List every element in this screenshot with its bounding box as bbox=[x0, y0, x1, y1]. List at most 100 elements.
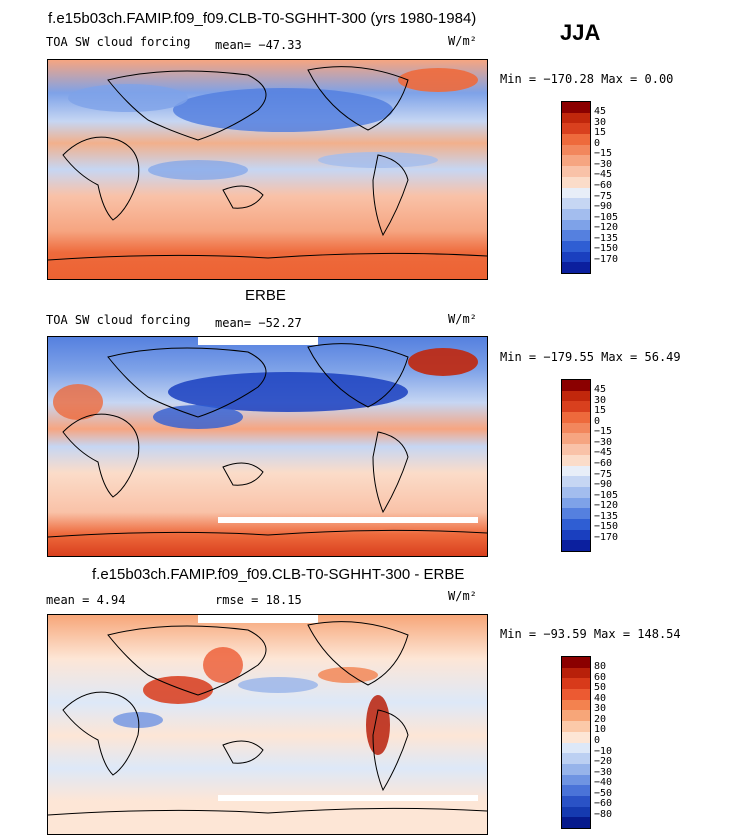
figure-title: f.e15b03ch.FAMIP.f09_f09.CLB-T0-SGHHT-30… bbox=[48, 10, 477, 27]
south-america-coast bbox=[372, 709, 409, 792]
south-america-coast bbox=[372, 431, 409, 514]
australia-coast bbox=[222, 185, 264, 209]
north-pacific-cloud bbox=[168, 372, 408, 412]
antarctica-coast bbox=[48, 807, 487, 816]
panel-subtitle: f.e15b03ch.FAMIP.f09_f09.CLB-T0-SGHHT-30… bbox=[92, 566, 465, 583]
panel-units: W/m² bbox=[448, 589, 477, 603]
north-america-coast bbox=[307, 66, 409, 131]
colorbar-swatch bbox=[562, 187, 590, 199]
map-difference bbox=[47, 614, 488, 835]
colorbar-difference bbox=[561, 656, 591, 829]
colorbar-swatch bbox=[562, 262, 590, 273]
colorbar-tick-label: −170 bbox=[594, 531, 619, 543]
colorbar-swatch bbox=[562, 529, 590, 541]
colorbar-swatch bbox=[562, 710, 590, 722]
northeast-pacific-bias bbox=[318, 667, 378, 683]
colorbar-tick-label: −10 bbox=[594, 745, 613, 757]
eurasia-coast bbox=[107, 347, 267, 418]
colorbar-swatch bbox=[562, 112, 590, 124]
colorbar-swatch bbox=[562, 155, 590, 167]
colorbar-swatch bbox=[562, 753, 590, 764]
colorbar-tick-label: −15 bbox=[594, 148, 613, 160]
colorbar-swatch bbox=[562, 134, 590, 145]
missing-data bbox=[218, 517, 478, 523]
colorbar-swatch bbox=[562, 540, 590, 551]
panel-units: W/m² bbox=[448, 312, 477, 326]
colorbar-tick-label: 0 bbox=[594, 734, 601, 746]
colorbar-tick-label: 30 bbox=[594, 116, 607, 128]
colorbar-swatch bbox=[562, 444, 590, 455]
panel-variable-label: TOA SW cloud forcing bbox=[46, 313, 191, 327]
colorbar-tick-label: −30 bbox=[594, 766, 613, 778]
colorbar-tick-label: −120 bbox=[594, 500, 619, 512]
colorbar-swatch bbox=[562, 785, 590, 796]
colorbar-swatch bbox=[562, 742, 590, 754]
colorbar-swatch bbox=[562, 678, 590, 690]
colorbar-swatch bbox=[562, 731, 590, 743]
panel-units: W/m² bbox=[448, 34, 477, 48]
colorbar-tick-label: 30 bbox=[594, 703, 607, 715]
panel-minmax: Min = −170.28 Max = 0.00 bbox=[500, 72, 674, 86]
colorbar-swatch bbox=[562, 476, 590, 487]
panel-mean: mean= −52.27 bbox=[215, 316, 302, 330]
panel-rmse: rmse = 18.15 bbox=[215, 593, 302, 607]
colorbar-tick-label: 10 bbox=[594, 724, 607, 736]
colorbar-tick-label: 20 bbox=[594, 713, 607, 725]
colorbar-labels-model: 45 30 15 0 −15 −30 −45 −60 −75 −90 −105 −120 −135 −15… bbox=[594, 107, 618, 265]
north-america-coast bbox=[307, 621, 409, 686]
missing-data bbox=[218, 795, 478, 801]
south-america-bias bbox=[366, 695, 390, 755]
colorbar-tick-label: 60 bbox=[594, 671, 607, 683]
colorbar-swatch bbox=[562, 412, 590, 423]
colorbar-swatch bbox=[562, 198, 590, 209]
colorbar-tick-label: −135 bbox=[594, 232, 619, 244]
colorbar-swatch bbox=[562, 763, 590, 775]
colorbar-tick-label: −60 bbox=[594, 457, 613, 469]
colorbar-swatch bbox=[562, 689, 590, 700]
colorbar-swatch bbox=[562, 208, 590, 220]
colorbar-swatch bbox=[562, 806, 590, 818]
colorbar-swatch bbox=[562, 465, 590, 477]
colorbar-swatch bbox=[562, 454, 590, 466]
season-label: JJA bbox=[560, 20, 601, 45]
colorbar-swatch bbox=[562, 486, 590, 498]
colorbar-tick-label: −45 bbox=[594, 169, 613, 181]
colorbar-swatch bbox=[562, 667, 590, 679]
colorbar-tick-label: −90 bbox=[594, 479, 613, 491]
colorbar-swatch bbox=[562, 721, 590, 732]
colorbar-tick-label: −75 bbox=[594, 468, 613, 480]
greenland-region bbox=[398, 68, 478, 92]
colorbar-swatch bbox=[562, 176, 590, 188]
colorbar-labels-difference: 80 60 50 40 30 20 10 0 −10 −20 −30 −40 −50 −60 −80 bbox=[594, 662, 612, 820]
africa-coast bbox=[62, 691, 140, 776]
colorbar-swatch bbox=[562, 230, 590, 241]
sahara-region bbox=[53, 384, 103, 420]
colorbar-tick-label: −15 bbox=[594, 426, 613, 438]
australia-coast bbox=[222, 462, 264, 486]
itcz-cloud bbox=[318, 152, 438, 168]
colorbar-tick-label: −20 bbox=[594, 756, 613, 768]
colorbar-swatch bbox=[562, 240, 590, 252]
africa-coast bbox=[62, 413, 140, 498]
colorbar-swatch bbox=[562, 401, 590, 413]
colorbar-swatch bbox=[562, 380, 590, 391]
panel-mean: mean = 4.94 bbox=[46, 593, 126, 607]
colorbar-tick-label: 15 bbox=[594, 127, 607, 139]
field-background bbox=[48, 615, 487, 834]
colorbar-tick-label: −80 bbox=[594, 808, 613, 820]
colorbar-tick-label: 40 bbox=[594, 692, 607, 704]
antarctica-coast bbox=[48, 529, 487, 538]
colorbar-tick-label: −120 bbox=[594, 222, 619, 234]
north-atlantic-cloud bbox=[68, 84, 188, 112]
colorbar-swatch bbox=[562, 422, 590, 434]
map-model bbox=[47, 59, 488, 280]
colorbar-tick-label: 0 bbox=[594, 137, 601, 149]
colorbar-swatch bbox=[562, 144, 590, 156]
colorbar-swatch bbox=[562, 102, 590, 113]
colorbar-tick-label: −105 bbox=[594, 211, 619, 223]
colorbar-erbe bbox=[561, 379, 591, 552]
colorbar-tick-label: 45 bbox=[594, 106, 607, 117]
colorbar-tick-label: −60 bbox=[594, 179, 613, 191]
colorbar-tick-label: 80 bbox=[594, 661, 607, 672]
south-america-coast bbox=[372, 154, 409, 237]
